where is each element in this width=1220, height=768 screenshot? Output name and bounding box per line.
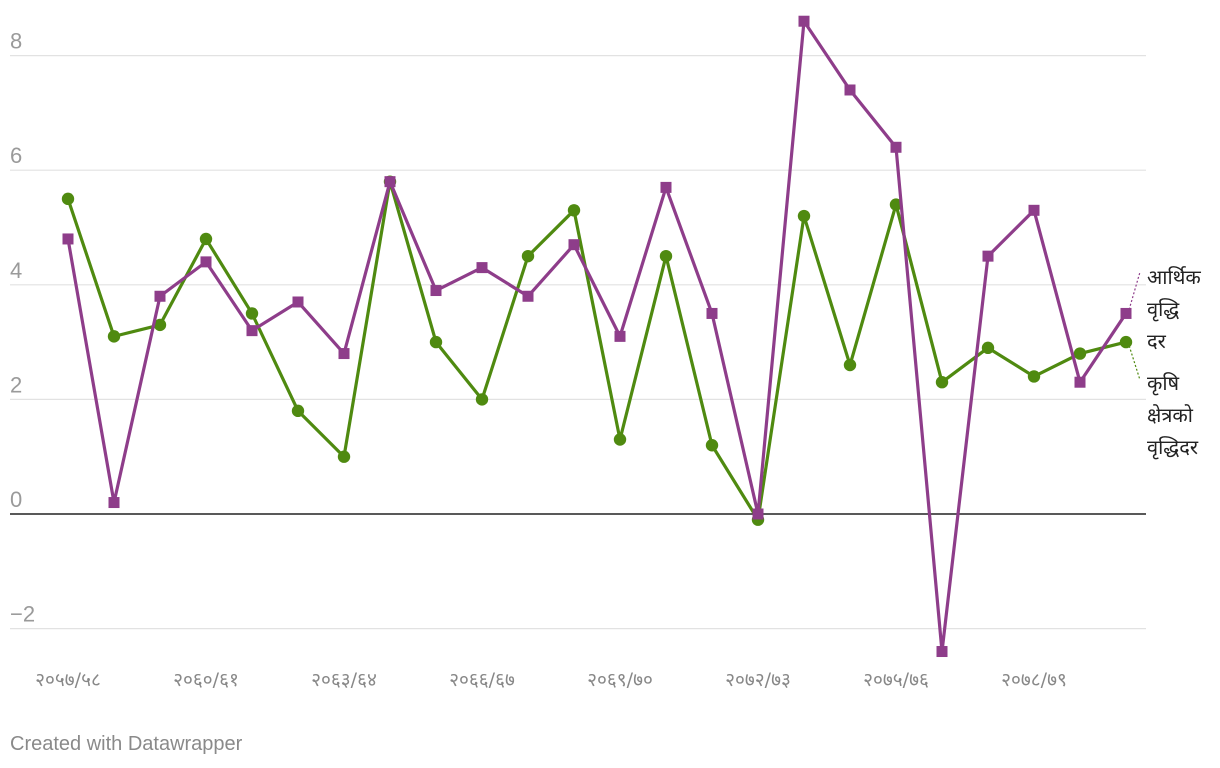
data-point-circle — [199, 232, 213, 246]
x-tick-label: २०५७/५८ — [35, 669, 101, 691]
x-tick-label: २०७८/७९ — [1001, 669, 1067, 691]
data-point-circle — [153, 318, 167, 332]
y-axis-ticks: 8 6 4 2 0 −2 — [10, 29, 35, 627]
x-tick-label: २०६६/६७ — [449, 669, 515, 691]
legend-label: कृषि — [1147, 371, 1180, 396]
data-point-square — [430, 285, 442, 297]
legend-label: वृद्धिदर — [1147, 435, 1199, 460]
data-point-circle — [935, 376, 949, 389]
y-tick-label: 2 — [10, 372, 22, 397]
data-point-square — [200, 256, 212, 268]
data-point-circle — [245, 307, 259, 320]
data-point-square — [1028, 204, 1040, 216]
data-point-square — [798, 15, 810, 27]
data-point-square — [108, 497, 120, 509]
y-tick-label: 6 — [10, 143, 22, 168]
data-point-circle — [1073, 347, 1087, 360]
legend-label: दर — [1147, 329, 1167, 353]
data-point-square — [292, 296, 304, 308]
x-axis-ticks: २०५७/५८ २०६०/६१ २०६३/६४ २०६६/६७ २०६९/७० २०७२/… — [35, 669, 1067, 691]
x-tick-label: २०७२/७३ — [725, 669, 791, 691]
data-point-square — [706, 307, 718, 319]
data-point-square — [1074, 376, 1086, 388]
data-point-circle — [337, 450, 351, 463]
data-point-circle — [521, 249, 535, 263]
y-tick-label: 0 — [10, 487, 22, 512]
legend-connector — [1127, 271, 1141, 314]
data-point-square — [752, 508, 764, 520]
series-circle — [61, 175, 1133, 526]
data-point-square — [568, 239, 580, 251]
data-point-square — [844, 84, 856, 96]
credit-text: Created with Datawrapper — [10, 733, 243, 755]
legend: आर्थिकवृद्धिदरकृषिक्षेत्रकोवृद्धिदर — [1127, 265, 1201, 460]
data-point-square — [890, 141, 902, 153]
data-point-square — [154, 290, 166, 302]
data-point-circle — [705, 439, 719, 452]
data-point-square — [660, 181, 672, 193]
x-tick-label: २०६०/६१ — [173, 669, 239, 691]
series-lines — [61, 15, 1133, 658]
data-point-circle — [475, 393, 489, 406]
data-point-circle — [981, 341, 995, 355]
data-point-square — [614, 330, 626, 342]
data-point-circle — [1119, 335, 1133, 349]
data-point-circle — [291, 404, 305, 418]
x-tick-label: २०६३/६४ — [311, 669, 377, 691]
data-point-square — [476, 262, 488, 274]
data-point-square — [246, 325, 258, 337]
series-line — [66, 19, 1128, 654]
data-point-circle — [1027, 370, 1041, 383]
data-point-square — [1120, 307, 1132, 319]
legend-label: आर्थिक — [1147, 265, 1201, 289]
data-point-circle — [843, 358, 857, 372]
line-chart: 8 6 4 2 0 −2 २०५७/५८ २०६०/६१ २०६३/६४ २०६६/६७ २०६९… — [10, 15, 1201, 691]
data-point-circle — [797, 209, 811, 223]
y-tick-label: −2 — [10, 602, 35, 627]
y-tick-label: 8 — [10, 29, 22, 54]
data-point-circle — [567, 204, 581, 217]
data-point-square — [936, 646, 948, 658]
data-point-circle — [61, 192, 75, 206]
data-point-circle — [429, 335, 443, 349]
data-point-circle — [889, 198, 903, 211]
y-tick-label: 4 — [10, 258, 22, 283]
series-square — [62, 15, 1132, 658]
x-tick-label: २०७५/७६ — [863, 669, 929, 691]
x-tick-label: २०६९/७० — [587, 669, 653, 691]
series-line — [66, 180, 1127, 522]
data-point-square — [522, 290, 534, 302]
data-point-circle — [659, 249, 673, 263]
data-point-square — [338, 348, 350, 360]
data-point-square — [982, 250, 994, 262]
data-point-circle — [613, 433, 627, 446]
legend-label: वृद्धि — [1147, 297, 1180, 322]
gridlines — [10, 54, 1146, 630]
data-point-circle — [107, 330, 121, 343]
legend-label: क्षेत्रको — [1147, 403, 1194, 427]
data-point-square — [384, 176, 396, 188]
data-point-square — [62, 233, 74, 245]
legend-connector — [1127, 341, 1141, 381]
